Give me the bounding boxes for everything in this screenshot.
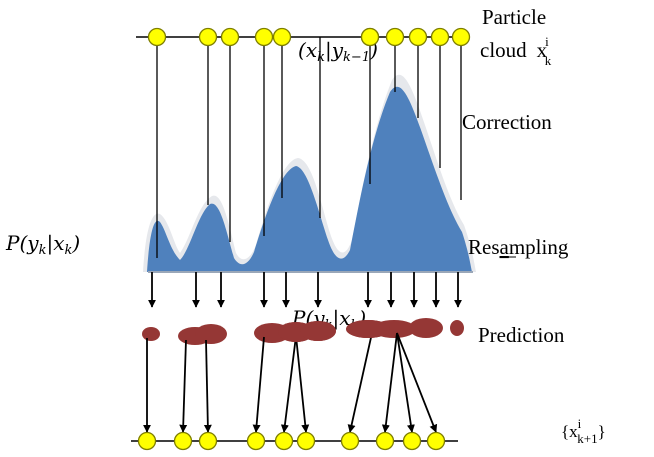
particle-top [385,27,405,47]
particle-bottom [340,431,360,451]
particle-bottom [173,431,193,451]
particle-cloud-label-line1: Particle [482,5,546,29]
prediction-blob-overlap [278,320,390,342]
particle-overlap [360,27,380,47]
particle-bottom [198,431,218,451]
particle-cloud-label-line2: cloud xi k [480,34,552,68]
particle-top [147,27,167,47]
particle-top [254,27,274,47]
particle-bottom [246,431,266,451]
particle-bottom [274,431,294,451]
resampling-label: Resampling [468,235,569,259]
particle-cloud-bottom [137,431,446,451]
likelihood-label: P(yk|xk) [5,231,80,258]
prediction-arrows [143,332,438,433]
particle-top [408,27,428,47]
prediction-blob [142,327,160,341]
resampling-arrows [148,272,462,308]
particle-top [272,27,292,47]
correction-lines [156,37,462,258]
particle-bottom [296,431,316,451]
prediction-label: Prediction [478,323,565,347]
correction-label: Correction [462,110,552,134]
particle-bottom [426,431,446,451]
particle-bottom [375,431,395,451]
particle-top [430,27,450,47]
density-curve [147,86,472,272]
particle-top [220,27,240,47]
prediction-blob [195,324,227,344]
prediction-blob [409,318,443,338]
prediction-blob [450,320,464,336]
particle-bottom [137,431,157,451]
prior-label: (xk|yk−1) [298,38,378,65]
particle-bottom [402,431,422,451]
particle-top [198,27,218,47]
particle-top [451,27,471,47]
next-particle-set-label: {xi k+1} [561,416,606,446]
